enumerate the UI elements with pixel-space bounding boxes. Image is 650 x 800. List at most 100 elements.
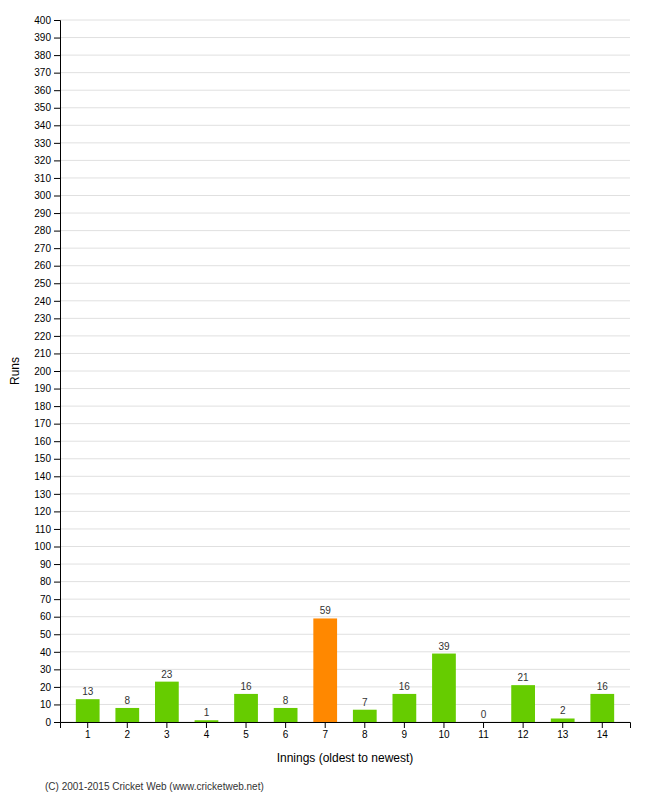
grid-line	[60, 686, 630, 687]
y-axis-line	[54, 21, 61, 723]
y-tick: 330	[34, 138, 60, 149]
y-tick: 190	[34, 383, 60, 394]
y-tick-label: 40	[40, 647, 52, 658]
y-tick-mark	[54, 722, 60, 723]
data-label: 21	[518, 672, 530, 683]
grid-line	[60, 335, 630, 336]
y-tick: 240	[34, 296, 60, 307]
y-tick: 380	[34, 50, 60, 61]
grid-line	[60, 37, 630, 38]
bar	[76, 699, 100, 722]
y-tick-mark	[54, 143, 60, 144]
y-tick-mark	[54, 336, 60, 337]
y-tick: 70	[40, 594, 60, 605]
x-tick-label: 6	[283, 729, 289, 740]
y-tick-label: 320	[34, 155, 51, 166]
x-tick-label: 2	[125, 729, 131, 740]
y-tick-label: 130	[34, 489, 51, 500]
grid-line	[60, 248, 630, 249]
grid-line	[60, 599, 630, 600]
y-tick-mark	[54, 704, 60, 705]
grid-line	[60, 493, 630, 494]
y-tick-label: 90	[40, 559, 52, 570]
y-tick-label: 260	[34, 260, 51, 271]
y-tick-label: 300	[34, 190, 51, 201]
y-tick-mark	[54, 617, 60, 618]
y-tick-label: 230	[34, 313, 51, 324]
x-tick-mark	[127, 722, 128, 728]
grid-line	[60, 283, 630, 284]
grid	[60, 20, 630, 722]
y-tick-mark	[54, 441, 60, 442]
grid-line	[60, 669, 630, 670]
x-tick-mark	[166, 722, 167, 728]
x-tick-mark	[87, 722, 88, 728]
y-tick: 280	[34, 225, 60, 236]
x-tick-mark	[443, 722, 444, 728]
y-tick: 100	[34, 541, 60, 552]
grid-line	[60, 388, 630, 389]
y-tick-mark	[54, 301, 60, 302]
y-tick-mark	[54, 125, 60, 126]
grid-line	[60, 195, 630, 196]
y-tick-mark	[54, 424, 60, 425]
x-tick-mark	[285, 722, 286, 728]
bar	[511, 685, 535, 722]
y-tick: 60	[40, 611, 60, 622]
y-tick-label: 220	[34, 331, 51, 342]
bar	[432, 654, 456, 722]
y-tick-label: 0	[45, 717, 51, 728]
grid-line	[60, 265, 630, 266]
y-tick-label: 340	[34, 120, 51, 131]
grid-line	[60, 20, 630, 21]
plot: 1382311685971639021216123456789101112131…	[34, 15, 630, 740]
bar	[472, 722, 496, 723]
grid-line	[60, 581, 630, 582]
grid-line	[60, 90, 630, 91]
y-tick: 350	[34, 102, 60, 113]
y-tick-mark	[54, 196, 60, 197]
data-label: 2	[560, 705, 566, 716]
data-label: 7	[362, 697, 368, 708]
y-tick: 210	[34, 348, 60, 359]
data-label: 16	[597, 681, 609, 692]
x-tick: 4	[204, 722, 210, 740]
bar	[353, 710, 377, 722]
y-tick-label: 280	[34, 225, 51, 236]
y-tick: 200	[34, 366, 60, 377]
y-tick: 270	[34, 243, 60, 254]
y-tick: 290	[34, 208, 60, 219]
y-tick-label: 350	[34, 102, 51, 113]
grid-line	[60, 72, 630, 73]
x-tick: 10	[438, 722, 450, 740]
grid-line	[60, 528, 630, 529]
data-label: 39	[438, 641, 450, 652]
x-tick-mark	[246, 722, 247, 728]
y-tick-mark	[54, 353, 60, 354]
y-tick: 0	[45, 717, 60, 728]
y-tick: 360	[34, 85, 60, 96]
bar	[115, 708, 139, 722]
data-label: 59	[320, 605, 332, 616]
x-tick: 6	[283, 722, 289, 740]
x-tick-mark	[325, 722, 326, 728]
y-tick-mark	[54, 371, 60, 372]
y-tick: 220	[34, 331, 60, 342]
footer: (C) 2001-2015 Cricket Web (www.cricketwe…	[45, 781, 264, 792]
y-tick-label: 170	[34, 418, 51, 429]
bar	[155, 682, 179, 722]
y-tick: 250	[34, 278, 60, 289]
y-tick: 390	[34, 32, 60, 43]
y-tick-mark	[54, 178, 60, 179]
data-label: 16	[399, 681, 411, 692]
y-tick: 230	[34, 313, 60, 324]
y-tick-mark	[54, 547, 60, 548]
bar	[195, 720, 219, 722]
x-tick: 8	[362, 722, 368, 740]
y-tick-label: 200	[34, 366, 51, 377]
y-tick: 340	[34, 120, 60, 131]
y-tick-label: 310	[34, 173, 51, 184]
y-tick-label: 160	[34, 436, 51, 447]
grid-line	[60, 300, 630, 301]
y-tick: 180	[34, 401, 60, 412]
